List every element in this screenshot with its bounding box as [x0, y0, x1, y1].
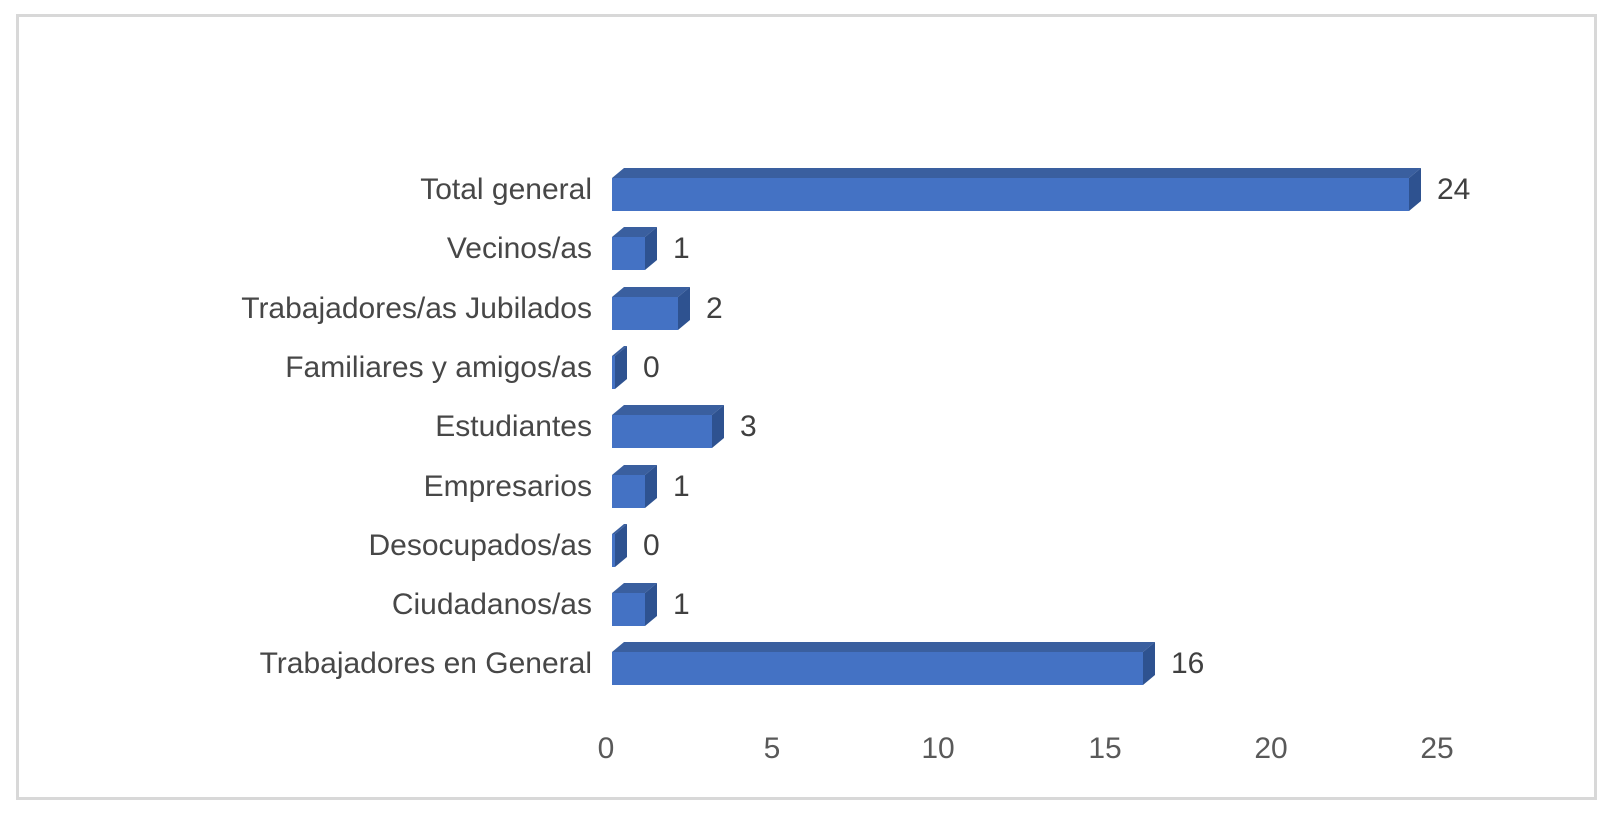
category-label: Vecinos/as: [446, 232, 592, 265]
value-label: 24: [1437, 173, 1471, 206]
value-label: 1: [673, 470, 690, 503]
value-label: 2: [706, 292, 723, 325]
bar-top-face: [612, 287, 690, 297]
bar-front-face: [612, 415, 712, 448]
value-label: 1: [673, 588, 690, 621]
bar-front-face: [612, 593, 645, 626]
category-label: Ciudadanos/as: [391, 588, 592, 621]
value-label: 1: [673, 232, 690, 265]
x-axis-tick-label: 15: [1088, 732, 1122, 765]
bar-side-face: [645, 227, 657, 270]
bar-front-face: [612, 356, 615, 389]
value-label: 3: [740, 410, 757, 443]
bar-top-face: [612, 465, 657, 475]
x-axis-tick-label: 5: [763, 732, 781, 765]
value-label: 16: [1171, 647, 1205, 680]
category-label: Total general: [420, 173, 592, 206]
bar-side-face: [712, 405, 724, 448]
bar-side-face: [1409, 168, 1421, 211]
bar-side-face: [1143, 642, 1155, 685]
bar-top-face: [612, 524, 627, 534]
value-label: 0: [643, 529, 660, 562]
bar-top-face: [612, 642, 1155, 652]
category-label: Empresarios: [423, 470, 592, 503]
x-axis-tick-label: 20: [1254, 732, 1288, 765]
bar-top-face: [612, 227, 657, 237]
category-label: Estudiantes: [435, 410, 592, 443]
bar-side-face: [615, 524, 627, 567]
bar-front-face: [612, 297, 678, 330]
bar-front-face: [612, 652, 1143, 685]
category-label: Familiares y amigos/as: [285, 351, 592, 384]
x-axis-tick-label: 25: [1420, 732, 1454, 765]
bar-side-face: [645, 465, 657, 508]
category-label: Trabajadores en General: [259, 647, 592, 680]
bar-front-face: [612, 475, 645, 508]
bar-top-face: [612, 583, 657, 593]
value-label: 0: [643, 351, 660, 384]
bar-top-face: [612, 346, 627, 356]
category-label: Trabajadores/as Jubilados: [241, 292, 592, 325]
bar-side-face: [678, 287, 690, 330]
bar-top-face: [612, 405, 724, 415]
bar-side-face: [615, 346, 627, 389]
bar-side-face: [645, 583, 657, 626]
category-label: Desocupados/as: [368, 529, 592, 562]
bar-front-face: [612, 237, 645, 270]
bar-top-face: [612, 168, 1421, 178]
bar-front-face: [612, 178, 1409, 211]
bar-front-face: [612, 534, 615, 567]
x-axis-tick-label: 10: [921, 732, 955, 765]
x-axis-tick-label: 0: [597, 732, 615, 765]
